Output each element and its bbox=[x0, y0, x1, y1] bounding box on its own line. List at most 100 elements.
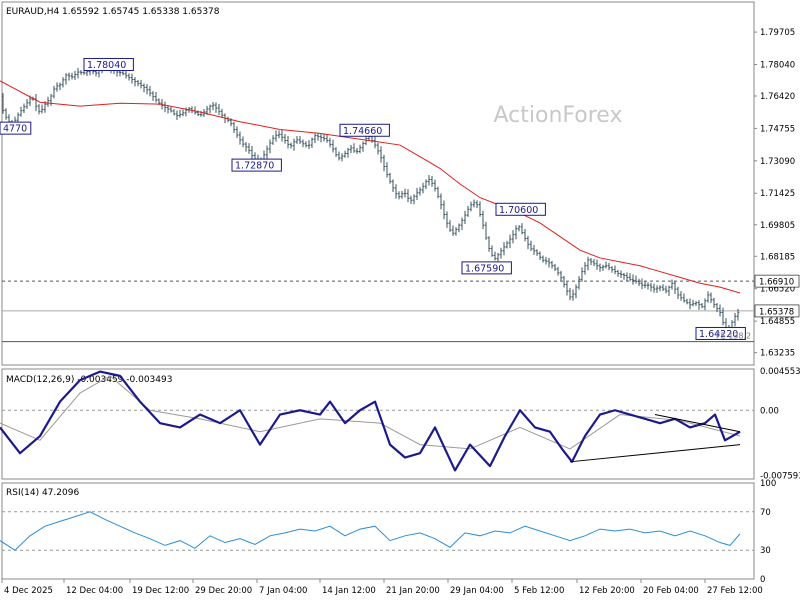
candle bbox=[682, 293, 686, 303]
candle bbox=[457, 223, 461, 233]
candle bbox=[445, 211, 449, 228]
candle bbox=[280, 130, 284, 142]
candle bbox=[64, 73, 68, 85]
candle bbox=[301, 139, 305, 148]
candle bbox=[697, 300, 701, 310]
candle bbox=[250, 145, 254, 160]
candle bbox=[640, 278, 644, 290]
candle bbox=[631, 274, 635, 285]
candle bbox=[337, 151, 341, 161]
candle bbox=[22, 103, 26, 114]
candle bbox=[376, 142, 380, 155]
price-tag-box bbox=[754, 274, 800, 288]
candle bbox=[208, 104, 212, 114]
rsi-tick-label: 100 bbox=[760, 479, 776, 489]
price-annotation: 1.72870 bbox=[231, 158, 282, 172]
time-tick-label: 29 Dec 20:00 bbox=[195, 586, 252, 596]
candle bbox=[67, 72, 71, 81]
macd-tick-label: -0.007593 bbox=[760, 472, 800, 482]
fe-label: FE 138.2 bbox=[716, 332, 751, 341]
candle bbox=[664, 285, 668, 294]
price-tick-label: 1.66520 bbox=[760, 285, 795, 295]
candle bbox=[52, 85, 56, 99]
candle bbox=[718, 304, 722, 317]
candle bbox=[124, 71, 128, 79]
candle bbox=[472, 199, 476, 208]
candle bbox=[70, 72, 74, 80]
candle bbox=[613, 265, 617, 275]
candle bbox=[694, 301, 698, 306]
candle bbox=[589, 257, 593, 266]
annotation-label: 4770 bbox=[3, 124, 27, 135]
annotation-label: 1.78040 bbox=[87, 60, 126, 71]
candle bbox=[289, 142, 293, 149]
macd-tick-label: 0.004553 bbox=[760, 367, 800, 377]
price-tick-label: 1.63235 bbox=[760, 349, 795, 359]
candle bbox=[292, 138, 296, 151]
time-tick-label: 14 Jan 12:00 bbox=[322, 586, 376, 596]
candle bbox=[268, 139, 272, 154]
candle bbox=[541, 255, 545, 263]
candle bbox=[580, 267, 584, 282]
price-tick-label: 1.79705 bbox=[760, 28, 795, 38]
annotation-box bbox=[495, 202, 546, 216]
candle bbox=[526, 235, 530, 250]
candle bbox=[595, 259, 599, 270]
candle bbox=[148, 86, 152, 97]
candle bbox=[136, 79, 140, 87]
annotation-label: 1.64220 bbox=[699, 329, 738, 340]
candle bbox=[625, 272, 629, 282]
time-tick-label: 29 Jan 04:00 bbox=[450, 586, 504, 596]
macd-line bbox=[0, 370, 741, 472]
candle bbox=[1, 93, 5, 114]
candle bbox=[571, 289, 575, 301]
time-tick-label: 5 Feb 12:00 bbox=[514, 586, 564, 596]
candle bbox=[418, 187, 422, 196]
annotation-label: 1.72870 bbox=[235, 161, 274, 172]
rsi-line bbox=[0, 511, 741, 551]
annotation-label: 1.74660 bbox=[343, 126, 382, 137]
candle bbox=[439, 193, 443, 210]
macd-trendline-upper bbox=[654, 414, 741, 433]
candle bbox=[622, 272, 626, 280]
candle bbox=[271, 135, 275, 145]
candle bbox=[598, 263, 602, 272]
candle bbox=[127, 73, 131, 81]
macd-trendline-lower bbox=[569, 444, 741, 463]
candle bbox=[685, 298, 689, 305]
candle bbox=[304, 141, 308, 148]
annotation-box bbox=[0, 121, 32, 135]
price-annotation: 1.67590 bbox=[461, 261, 512, 275]
candle bbox=[709, 292, 713, 304]
candle bbox=[544, 256, 548, 265]
candle bbox=[646, 282, 650, 290]
candle bbox=[532, 244, 536, 255]
annotation-box bbox=[695, 326, 746, 340]
candle bbox=[670, 279, 674, 290]
candle bbox=[568, 287, 572, 301]
price-tick-label: 1.69805 bbox=[760, 221, 795, 231]
time-tick-label: 7 Jan 04:00 bbox=[259, 586, 307, 596]
price-tag-label: 1.66910 bbox=[759, 278, 794, 288]
price-tick-label: 1.76420 bbox=[760, 92, 795, 102]
candle bbox=[550, 260, 554, 269]
candle bbox=[4, 108, 8, 120]
price-annotation: 1.78040 bbox=[83, 57, 134, 71]
candle bbox=[34, 93, 38, 112]
rsi-tick-label: 70 bbox=[760, 508, 771, 518]
candle bbox=[235, 126, 239, 138]
candle bbox=[649, 283, 653, 292]
candle bbox=[496, 252, 500, 262]
candle bbox=[217, 104, 221, 116]
candle bbox=[145, 84, 149, 95]
candle bbox=[436, 186, 440, 199]
macd-signal-line bbox=[0, 375, 741, 450]
candle bbox=[637, 278, 641, 287]
time-tick-label: 19 Dec 12:00 bbox=[132, 586, 189, 596]
annotation-box bbox=[83, 57, 134, 71]
candle bbox=[298, 135, 302, 144]
candle bbox=[325, 134, 329, 143]
candle bbox=[346, 147, 350, 158]
candle bbox=[607, 262, 611, 271]
price-tick-label: 1.71425 bbox=[760, 189, 795, 199]
